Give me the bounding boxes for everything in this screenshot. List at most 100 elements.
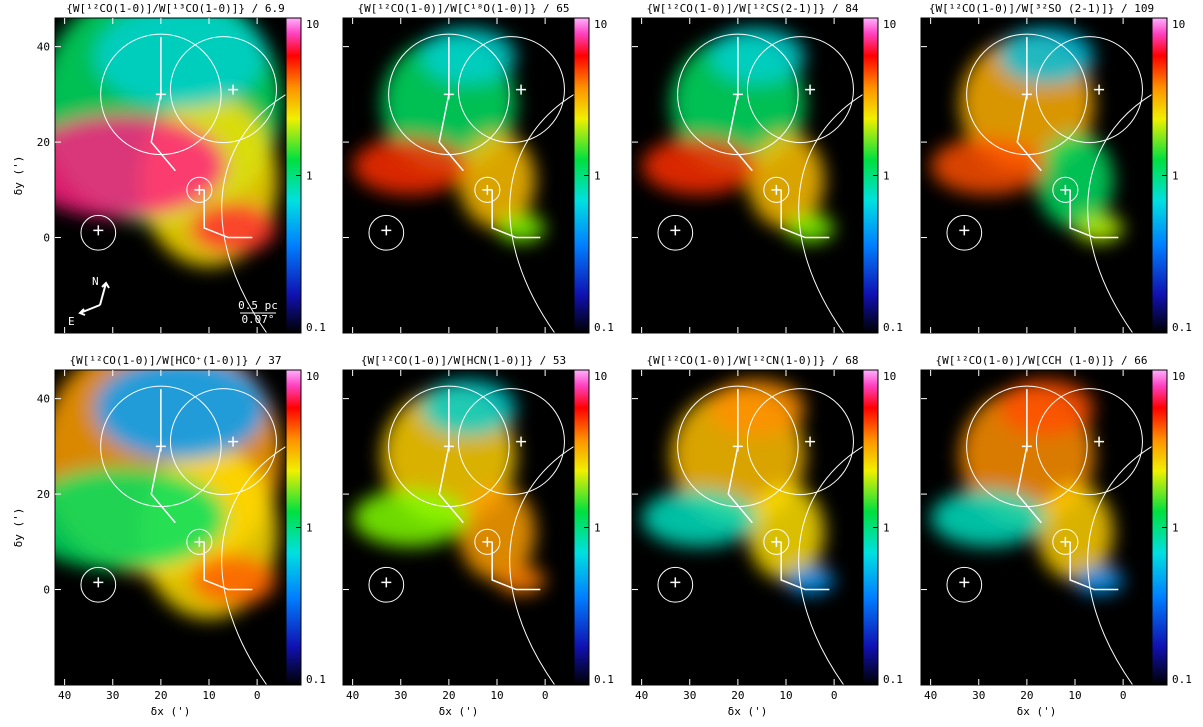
panel: 0.1 1 10 40 30 20 10 0 {W[¹²CO(1-0)]/W[CCH (1-0)… [920, 354, 1192, 718]
x-tick-label: 10 [202, 689, 215, 702]
panel: 0.1 1 10 40 30 20 10 0 0 20 40 {W[¹²CO(1-0)]/W[HCO⁺… [12, 354, 326, 718]
boundary-curve [1087, 445, 1152, 685]
emission-blob [1036, 132, 1114, 229]
cross [670, 225, 681, 236]
colorbar-tick-label: 1 [1172, 522, 1179, 535]
cross [959, 225, 970, 236]
panel-title: {W[¹²CO(1-0)]/W[CCH (1-0)]} / 66 [936, 354, 1148, 367]
emission-blob [55, 114, 227, 218]
panel-title: {W[¹²CO(1-0)]/W[C¹⁸O(1-0)]} / 65 [358, 2, 570, 15]
cross [1060, 536, 1071, 547]
emission-blob [93, 18, 267, 109]
beam-circle [457, 36, 565, 144]
x-tick-label: 0 [542, 689, 549, 702]
cross [516, 84, 527, 95]
x-tick-label: 40 [58, 689, 71, 702]
x-axis-label: δx (') [1017, 705, 1057, 718]
cross [1060, 184, 1071, 195]
emission-blob [998, 27, 1095, 85]
colorbar-tick-label: 0.1 [306, 321, 326, 334]
x-tick-label: 40 [924, 689, 937, 702]
beam-circle [80, 566, 117, 603]
cross [805, 436, 816, 447]
panel-title: {W[¹²CO(1-0)]/W[¹²CS(2-1)]} / 84 [647, 2, 859, 15]
panel: 0.1 1 10 40 30 20 10 0 {W[¹²CO(1-0)]/W[HCN(1-0)]… [342, 354, 614, 718]
cross [194, 184, 205, 195]
colorbar-tick-label: 1 [594, 170, 601, 183]
panel-title: {W[¹²CO(1-0)]/W[HCN(1-0)]} / 53 [361, 354, 566, 367]
colorbar-tick-label: 0.1 [594, 673, 614, 686]
y-tick-label: 40 [37, 41, 50, 54]
panel-title: {W[¹²CO(1-0)]/W[¹³CO(1-0)]} / 6.9 [66, 2, 285, 15]
cross [93, 577, 104, 588]
y-tick-label: 20 [37, 488, 50, 501]
x-axis-label: δx (') [728, 705, 768, 718]
beam-circle [1052, 528, 1079, 555]
emission-blob [709, 379, 806, 437]
annotation: N [92, 275, 99, 288]
cross [732, 441, 743, 452]
cross [771, 184, 782, 195]
panel: 0.1 1 10 0 20 40 {W[¹²CO(1-0)]/W[¹³CO(1-0)]} /… [12, 2, 326, 334]
cross [443, 441, 454, 452]
beam-circle [763, 176, 790, 203]
x-tick-label: 20 [442, 689, 455, 702]
y-tick-label: 0 [43, 232, 50, 245]
cross [228, 84, 239, 95]
colorbar-tick-label: 10 [1172, 18, 1185, 31]
cross [381, 577, 392, 588]
beam-circle [368, 214, 405, 251]
colorbar-tick-label: 10 [306, 18, 319, 31]
colorbar-tick-label: 1 [306, 522, 313, 535]
emission-blob [641, 489, 757, 547]
x-tick-label: 30 [972, 689, 985, 702]
emission-blob [189, 554, 277, 606]
cross [732, 89, 743, 100]
cross [1021, 441, 1032, 452]
cross [1094, 436, 1105, 447]
panel-title: {W[¹²CO(1-0)]/W[HCO⁺(1-0)]} / 37 [70, 354, 282, 367]
overlay [80, 33, 286, 333]
colorbar-tick-label: 10 [306, 370, 319, 383]
beam-circle [474, 528, 501, 555]
colorbar-tick-label: 0.1 [1172, 321, 1192, 334]
filament [727, 389, 830, 591]
cross [771, 536, 782, 547]
colorbar-tick-label: 0.1 [883, 321, 903, 334]
beam-circle [946, 214, 983, 251]
emission-blob [55, 466, 227, 570]
panel-title: {W[¹²CO(1-0)]/W[¹²CN(1-0)]} / 68 [647, 354, 859, 367]
emission-blob [747, 484, 825, 581]
beam-circle [368, 566, 405, 603]
panel: 0.1 1 10 40 30 20 10 0 {W[¹²CO(1-0)]/W[¹²CN(1-0)… [631, 354, 903, 718]
beam-circle [1035, 36, 1143, 144]
overlay [80, 385, 286, 685]
cross [381, 225, 392, 236]
x-tick-label: 20 [731, 689, 744, 702]
emission-blob [458, 132, 536, 229]
cross [670, 577, 681, 588]
beam-circle [474, 176, 501, 203]
overlay [657, 33, 863, 333]
boundary-curve [221, 445, 286, 685]
beam-circle [657, 214, 694, 251]
x-tick-label: 10 [779, 689, 792, 702]
x-tick-label: 40 [635, 689, 648, 702]
y-axis-label: δy (') [12, 508, 25, 548]
overlay [946, 385, 1152, 685]
x-tick-label: 10 [490, 689, 503, 702]
beam-circle [966, 33, 1088, 156]
beam-circle [746, 36, 854, 144]
overlay [657, 385, 863, 685]
filament [1016, 389, 1119, 591]
cross [228, 436, 239, 447]
emission-blobs [55, 370, 282, 619]
boundary-curve [1087, 93, 1152, 333]
emission-blob [458, 484, 536, 581]
emission-blobs [930, 379, 1124, 595]
x-tick-label: 0 [831, 689, 838, 702]
x-tick-label: 20 [1020, 689, 1033, 702]
beam-circle [763, 528, 790, 555]
emission-blobs [641, 27, 835, 243]
beam-circle [169, 36, 277, 144]
